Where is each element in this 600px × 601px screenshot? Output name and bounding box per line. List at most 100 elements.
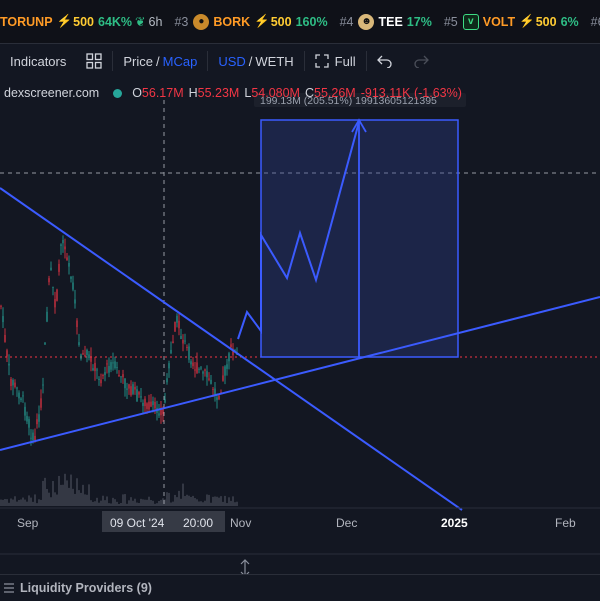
candle-body <box>108 366 110 373</box>
volume-bar <box>166 492 168 506</box>
candle-body <box>26 416 28 422</box>
volume-bar <box>48 492 50 506</box>
full-label: Full <box>334 53 356 69</box>
ticker-item[interactable]: #4 ☻ TEE 17% <box>340 13 432 30</box>
volume-bar <box>12 499 14 506</box>
volume-bar <box>190 496 192 506</box>
layout-grid-button[interactable] <box>76 44 112 78</box>
volume-bar <box>182 483 184 506</box>
volume-bar <box>24 499 26 506</box>
candle-body <box>66 257 68 261</box>
volume-bar <box>76 478 78 506</box>
resize-handle-icon[interactable] <box>240 559 250 574</box>
ascending-trendline[interactable] <box>0 296 600 451</box>
redo-button[interactable] <box>403 44 439 78</box>
fullscreen-icon <box>315 54 329 68</box>
candle-body <box>140 396 142 398</box>
candle-body <box>120 376 122 378</box>
candle-body <box>210 379 212 384</box>
candle-body <box>62 239 64 244</box>
high-value: 55.23M <box>197 86 240 100</box>
usd-option[interactable]: USD <box>218 53 246 69</box>
volume-bar <box>230 500 232 506</box>
open-label: O <box>132 86 142 100</box>
trending-ticker-bar: TORUNP ⚡ 500 64K% ❦ 6h #3 ● BORK ⚡ 500 1… <box>0 0 600 44</box>
projection-path[interactable] <box>237 121 360 340</box>
volume-bar <box>156 503 158 506</box>
mcap-option[interactable]: MCap <box>162 53 198 69</box>
candle-body <box>126 388 128 390</box>
volume-bar <box>56 494 58 506</box>
undo-button[interactable] <box>367 44 403 78</box>
liquidity-providers-panel[interactable]: Liquidity Providers (9) <box>0 574 600 601</box>
volume-bar <box>120 503 122 506</box>
candle-body <box>146 403 148 409</box>
liquidity-providers-label: Liquidity Providers (9) <box>20 581 152 595</box>
volume-bar <box>52 481 54 506</box>
volume-bar <box>88 484 90 506</box>
candle-body <box>124 378 126 389</box>
candle-body <box>30 437 32 439</box>
ticker-boost: 500 <box>73 14 94 29</box>
volume-bar <box>186 494 188 506</box>
candle-body <box>218 395 220 400</box>
ticker-item[interactable]: #5 v VOLT ⚡ 500 6% <box>444 13 579 30</box>
candle-body <box>24 406 26 416</box>
price-chart[interactable]: 199.13M (205.51%) 19913605121395 Sep 09 … <box>0 78 600 574</box>
candle-body <box>6 350 8 357</box>
crosshair-date-badge <box>102 511 225 532</box>
candle-body <box>144 398 146 407</box>
candle-body <box>206 371 208 378</box>
candle-body <box>232 348 234 356</box>
candle-body <box>190 361 192 365</box>
volume-bar <box>148 496 150 506</box>
candle-body <box>214 388 216 396</box>
candle-body <box>34 435 36 440</box>
candle-body <box>212 388 214 390</box>
candle-body <box>90 356 92 362</box>
candle-body <box>122 374 124 378</box>
candle-body <box>18 392 20 399</box>
volume-bar <box>70 474 72 506</box>
volume-bar <box>36 503 38 506</box>
volume-bar <box>176 497 178 506</box>
ticker-item[interactable]: #3 ● BORK ⚡ 500 160% <box>174 13 328 30</box>
currency-toggle[interactable]: USD / WETH <box>208 44 303 78</box>
price-option[interactable]: Price <box>123 53 153 69</box>
volume-bar <box>150 500 152 506</box>
weth-option[interactable]: WETH <box>255 53 294 69</box>
volume-bar <box>6 499 8 506</box>
candle-body <box>36 419 38 425</box>
volume-bar <box>30 497 32 506</box>
price-mcap-toggle[interactable]: Price / MCap <box>113 44 207 78</box>
candle-body <box>224 366 226 376</box>
descending-trendline[interactable] <box>0 187 463 511</box>
volume-bar <box>98 502 100 506</box>
x-tick-2025: 2025 <box>441 516 468 530</box>
toolbar-divider <box>207 51 209 71</box>
volume-bar <box>40 499 42 506</box>
volume-bar <box>204 500 206 506</box>
volume-bar <box>206 494 208 506</box>
measure-label: 199.13M (205.51%) 19913605121395 <box>260 95 437 107</box>
volume-bar <box>62 484 64 506</box>
ticker-item[interactable]: #6 ● LO <box>591 14 600 30</box>
volume-bar <box>104 500 106 506</box>
fullscreen-button[interactable]: Full <box>305 44 366 78</box>
candle-body <box>226 364 228 369</box>
high-label: H <box>188 86 198 100</box>
candle-body <box>12 379 14 386</box>
candle-body <box>116 367 118 369</box>
volume-bar <box>200 501 202 506</box>
candle-body <box>94 362 96 372</box>
ticker-item[interactable]: TORUNP ⚡ 500 64K% ❦ 6h <box>0 14 162 29</box>
volume-bar <box>84 494 86 506</box>
candle-body <box>56 289 58 301</box>
candlesticks <box>0 235 238 446</box>
volume-bar <box>154 503 156 506</box>
indicators-button[interactable]: Indicators <box>0 44 76 78</box>
candle-body <box>82 353 84 355</box>
candle-body <box>86 349 88 355</box>
toolbar-divider <box>365 51 367 71</box>
change-value: -913.11K (-1.63%) <box>360 86 462 100</box>
